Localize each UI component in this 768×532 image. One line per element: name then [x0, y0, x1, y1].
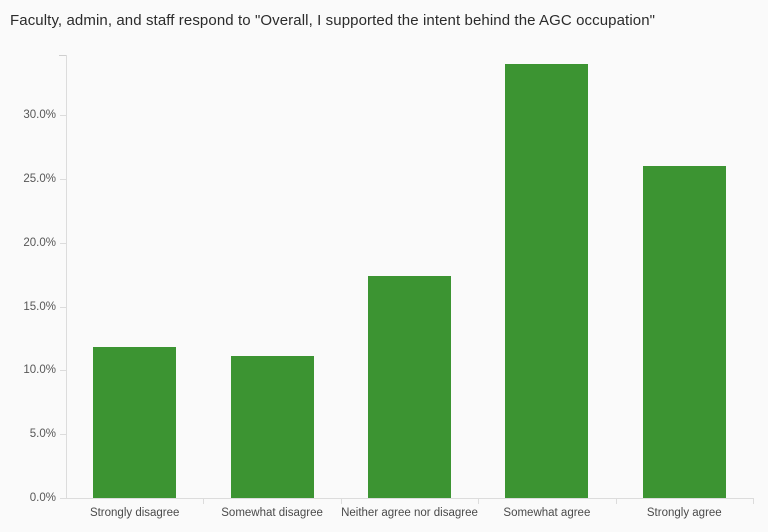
y-tick — [60, 434, 66, 436]
category-label: Neither agree nor disagree — [341, 507, 478, 519]
category-label: Strongly agree — [646, 507, 722, 519]
bar — [368, 275, 451, 498]
bar — [230, 356, 314, 498]
y-tick-label: 30.0% — [23, 109, 56, 121]
chart-title: Faculty, admin, and staff respond to "Ov… — [10, 12, 656, 29]
y-tick — [60, 498, 66, 499]
y-tick-label: 10.0% — [23, 364, 56, 377]
bar — [93, 347, 177, 498]
y-tick-label: 25.0% — [23, 172, 56, 185]
category-label: Somewhat agree — [503, 507, 591, 519]
y-tick — [60, 242, 66, 244]
y-axis-cap-tick — [59, 55, 66, 56]
y-axis-line — [66, 55, 67, 498]
x-axis-line — [66, 498, 754, 499]
category-label: Strongly disagree — [89, 507, 180, 519]
y-tick — [60, 178, 66, 180]
x-boundary-tick — [340, 499, 342, 504]
x-boundary-tick — [615, 499, 617, 504]
y-tick — [60, 115, 66, 116]
y-tick-label: 0.0% — [29, 492, 56, 504]
x-boundary-tick — [753, 499, 754, 504]
x-boundary-tick — [203, 499, 205, 504]
x-boundary-tick — [478, 499, 480, 504]
y-tick — [60, 306, 66, 308]
bar — [505, 63, 589, 498]
bar — [642, 166, 726, 498]
y-tick — [60, 370, 66, 372]
y-tick-label: 15.0% — [23, 300, 56, 313]
y-tick-label: 20.0% — [23, 236, 56, 249]
y-tick-label: 5.0% — [29, 428, 56, 441]
category-label: Somewhat disagree — [221, 507, 323, 519]
